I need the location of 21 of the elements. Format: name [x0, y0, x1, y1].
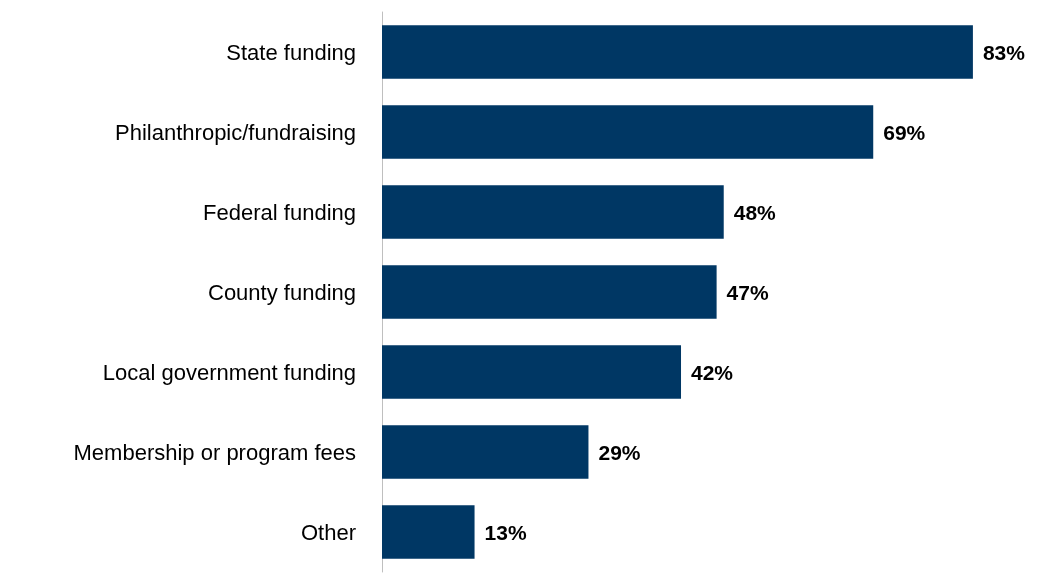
data-label: 83%: [982, 40, 1026, 64]
data-label: 42%: [691, 360, 734, 384]
bar: [382, 425, 589, 479]
bar: [382, 505, 475, 559]
bar: [382, 345, 682, 399]
bar: [382, 185, 724, 239]
bar: [382, 265, 717, 319]
y-tick-label: Philanthropic/fundraising: [115, 119, 356, 145]
y-tick-label: State funding: [226, 39, 356, 65]
y-tick-label: Membership or program fees: [73, 439, 356, 465]
y-tick-label: Federal funding: [203, 199, 356, 225]
y-tick-label: Other: [300, 519, 356, 545]
data-label: 48%: [733, 200, 777, 224]
data-label: 13%: [484, 520, 527, 544]
data-label: 47%: [726, 280, 769, 304]
bar: [382, 25, 973, 79]
bar: [382, 105, 874, 159]
y-tick-label: Local government funding: [102, 359, 356, 385]
data-label: 69%: [883, 120, 926, 144]
y-tick-label: County funding: [208, 279, 356, 305]
data-label: 29%: [598, 440, 641, 464]
